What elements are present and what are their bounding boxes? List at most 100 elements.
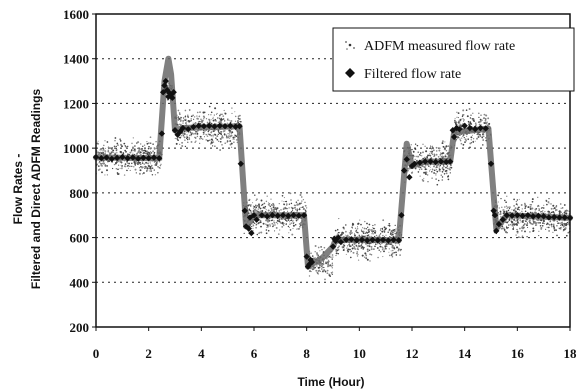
measured-point bbox=[253, 209, 255, 212]
measured-point bbox=[360, 247, 363, 249]
x-axis-title: Time (Hour) bbox=[297, 375, 364, 389]
measured-point bbox=[194, 141, 196, 143]
measured-point bbox=[113, 163, 116, 166]
measured-point bbox=[527, 226, 529, 228]
measured-point bbox=[197, 120, 199, 123]
filtered-point bbox=[456, 125, 463, 133]
measured-point bbox=[438, 169, 440, 172]
measured-point bbox=[145, 166, 148, 168]
measured-point bbox=[202, 131, 205, 134]
measured-point bbox=[464, 141, 466, 143]
measured-point bbox=[328, 255, 331, 258]
measured-point bbox=[321, 263, 323, 266]
measured-point bbox=[419, 166, 422, 169]
measured-point bbox=[203, 116, 206, 119]
measured-point bbox=[539, 219, 541, 221]
measured-point bbox=[127, 164, 129, 167]
measured-point bbox=[222, 115, 225, 117]
measured-point bbox=[374, 223, 376, 226]
measured-point bbox=[199, 135, 202, 138]
measured-point bbox=[470, 136, 473, 139]
measured-point bbox=[231, 112, 233, 114]
measured-point bbox=[214, 145, 216, 147]
measured-point bbox=[141, 173, 144, 175]
measured-point bbox=[259, 219, 262, 222]
measured-point bbox=[187, 132, 189, 134]
measured-point bbox=[443, 165, 445, 168]
measured-point bbox=[200, 137, 203, 140]
measured-point bbox=[205, 118, 208, 120]
measured-point bbox=[155, 147, 158, 149]
measured-point bbox=[174, 137, 176, 140]
measured-point bbox=[441, 152, 443, 155]
measured-point bbox=[529, 207, 532, 210]
measured-point bbox=[463, 119, 465, 121]
measured-point bbox=[326, 272, 329, 275]
measured-point bbox=[250, 212, 252, 214]
measured-point bbox=[234, 115, 237, 118]
filtered-point bbox=[369, 236, 376, 244]
measured-point bbox=[186, 137, 188, 140]
filtered-point bbox=[258, 212, 266, 219]
measured-point bbox=[343, 248, 345, 250]
measured-point bbox=[227, 133, 229, 135]
measured-point bbox=[126, 162, 129, 164]
measured-point bbox=[511, 209, 513, 211]
measured-point bbox=[379, 251, 382, 253]
measured-point bbox=[394, 235, 397, 237]
measured-point bbox=[97, 140, 99, 142]
measured-point bbox=[393, 251, 395, 254]
legend-marker-filtered bbox=[345, 68, 355, 78]
measured-point bbox=[483, 117, 486, 119]
measured-point bbox=[114, 147, 116, 150]
measured-point bbox=[532, 229, 535, 232]
measured-point bbox=[378, 249, 380, 251]
measured-point bbox=[181, 134, 183, 137]
y-tick-label: 800 bbox=[70, 186, 90, 201]
measured-point bbox=[447, 176, 449, 178]
measured-point bbox=[423, 177, 425, 179]
x-tick-label: 10 bbox=[353, 346, 366, 361]
measured-point bbox=[203, 136, 205, 138]
measured-point bbox=[281, 226, 284, 228]
measured-point bbox=[371, 231, 374, 233]
measured-point bbox=[335, 254, 337, 257]
measured-point bbox=[388, 248, 390, 250]
measured-point bbox=[275, 206, 277, 209]
measured-point bbox=[513, 224, 516, 226]
measured-point bbox=[383, 229, 386, 232]
measured-point bbox=[521, 235, 524, 238]
measured-point bbox=[443, 173, 446, 175]
measured-point bbox=[516, 208, 519, 211]
measured-point bbox=[266, 195, 268, 197]
filtered-point bbox=[241, 207, 248, 214]
measured-point bbox=[383, 235, 386, 238]
measured-point bbox=[357, 253, 359, 255]
measured-point bbox=[252, 224, 254, 226]
measured-point bbox=[564, 210, 566, 213]
measured-point bbox=[121, 145, 123, 148]
measured-point bbox=[288, 232, 290, 234]
measured-point bbox=[366, 231, 368, 234]
measured-point bbox=[265, 200, 268, 203]
measured-point bbox=[538, 209, 541, 212]
measured-point bbox=[258, 203, 260, 206]
filtered-point bbox=[400, 167, 408, 174]
filtered-point bbox=[177, 128, 184, 135]
measured-point bbox=[461, 137, 463, 139]
measured-point bbox=[425, 150, 428, 153]
filtered-point bbox=[158, 130, 166, 137]
measured-point bbox=[124, 166, 126, 168]
measured-point bbox=[410, 144, 412, 146]
measured-point bbox=[182, 122, 184, 124]
measured-point bbox=[220, 141, 222, 143]
measured-point bbox=[513, 198, 515, 201]
filtered-point bbox=[200, 123, 208, 130]
measured-point bbox=[537, 196, 539, 198]
measured-point bbox=[328, 260, 330, 263]
measured-point bbox=[395, 251, 397, 254]
measured-point bbox=[321, 266, 324, 268]
measured-point bbox=[199, 111, 201, 113]
measured-point bbox=[518, 206, 520, 208]
measured-point bbox=[316, 272, 319, 274]
